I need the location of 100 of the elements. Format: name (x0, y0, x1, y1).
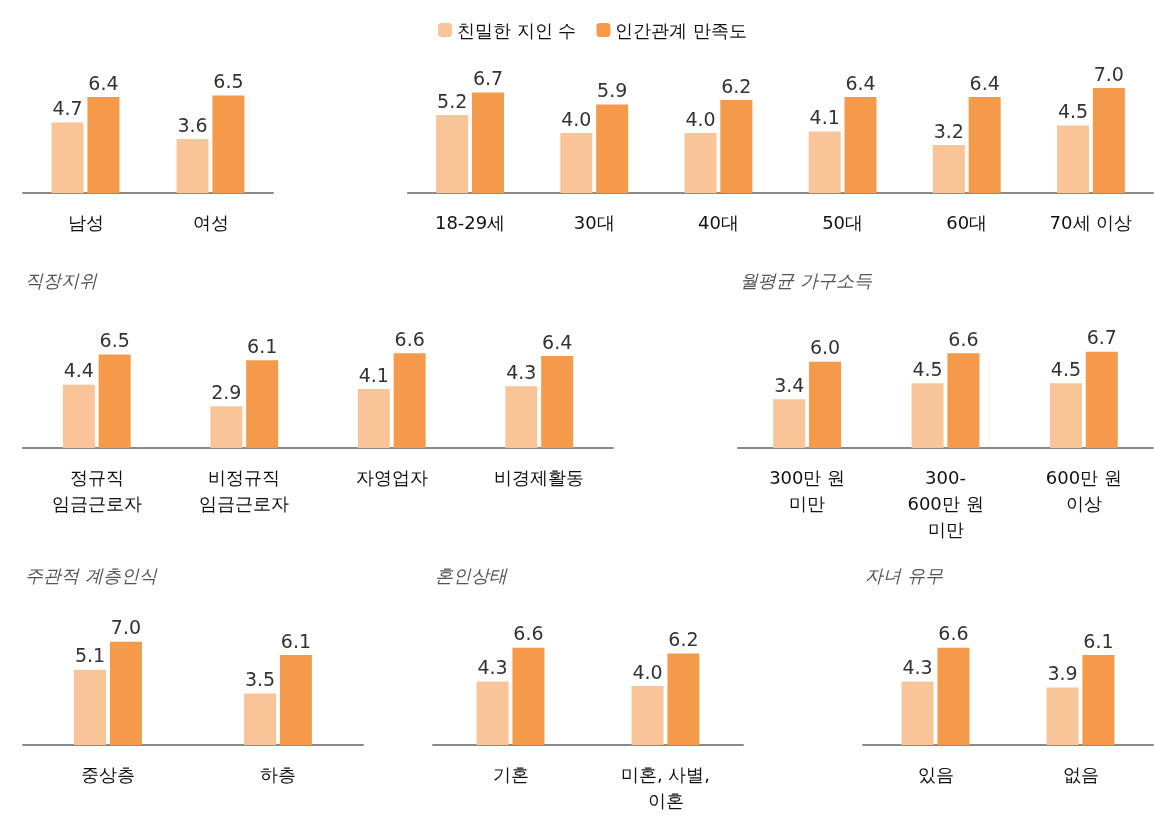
bar (472, 92, 504, 193)
x-tick-label: 있음 (917, 763, 954, 785)
bar (968, 97, 1001, 193)
data-label: 6.2 (721, 74, 752, 97)
data-label: 6.7 (472, 67, 504, 89)
bar (87, 97, 120, 193)
data-label: 6.6 (513, 622, 544, 645)
bar (109, 641, 142, 745)
data-label: 6.5 (213, 70, 244, 92)
bar (1046, 687, 1079, 745)
data-label: 4.1 (809, 106, 840, 128)
data-label: 6.6 (938, 622, 969, 645)
data-label: 6.6 (948, 327, 979, 350)
data-label: 6.1 (280, 629, 312, 652)
data-label: 6.1 (247, 334, 278, 357)
x-tick-label: 30대 (573, 211, 615, 233)
bar (512, 647, 545, 745)
bar (631, 686, 664, 745)
x-tick-label: 정규직 임금근로자 (51, 466, 142, 514)
x-tick-label: 기혼 (492, 763, 529, 785)
data-label: 6.1 (1083, 629, 1114, 652)
bar (1049, 383, 1082, 448)
bar (51, 122, 84, 193)
bar (1082, 655, 1115, 745)
data-label: 4.3 (902, 656, 933, 679)
bar (947, 353, 980, 448)
x-tick-label: 자영업자 (355, 466, 428, 488)
data-label: 6.6 (394, 327, 425, 350)
bar (1092, 88, 1125, 193)
data-label: 4.0 (685, 107, 716, 130)
x-tick-label: 300- 600만 원 미만 (907, 466, 984, 540)
bar (667, 653, 700, 745)
x-tick-label: 600만 원 이상 (1045, 466, 1122, 514)
data-label: 3.5 (244, 667, 276, 690)
x-tick-label: 70세 이상 (1049, 211, 1133, 233)
bar (212, 95, 245, 193)
data-label: 4.5 (1057, 100, 1089, 122)
bar (246, 360, 279, 448)
bar (844, 97, 877, 193)
legend-label: 친밀한 지인 수 (457, 19, 577, 41)
data-label: 3.2 (933, 119, 964, 142)
bar (357, 389, 390, 448)
x-tick-label: 60대 (946, 211, 988, 233)
data-label: 6.4 (845, 71, 876, 94)
data-label: 7.0 (1093, 62, 1124, 85)
x-tick-label: 300만 원 미만 (769, 466, 846, 514)
bar (505, 386, 538, 448)
data-label: 6.4 (542, 330, 573, 353)
data-label: 4.3 (506, 360, 537, 383)
data-label: 2.9 (211, 380, 242, 403)
data-label: 5.1 (74, 644, 106, 667)
bar (773, 399, 806, 448)
x-tick-label: 중상층 (81, 763, 135, 785)
bar (911, 383, 944, 448)
bar (541, 356, 574, 448)
chart-title: 직장지위 (25, 269, 98, 291)
data-label: 3.6 (177, 113, 208, 136)
data-label: 6.7 (1086, 326, 1117, 349)
bar (436, 115, 469, 193)
x-tick-label: 40대 (697, 211, 739, 233)
x-tick-label: 50대 (822, 211, 864, 233)
bar (808, 131, 841, 193)
data-label: 4.1 (358, 363, 389, 386)
x-tick-label: 비경제활동 (494, 466, 585, 488)
bar (62, 384, 95, 448)
bar (210, 406, 243, 448)
x-tick-label: 없음 (1062, 763, 1099, 785)
chart-title: 주관적 계층인식 (25, 564, 158, 586)
data-label: 3.4 (774, 373, 805, 396)
bar (684, 133, 717, 193)
bar (279, 655, 312, 745)
chart-title: 월평균 가구소득 (740, 269, 873, 291)
data-label: 4.7 (52, 97, 83, 119)
x-tick-label: 비정규직 임금근로자 (199, 466, 290, 514)
bar (596, 104, 629, 193)
data-label: 5.9 (597, 79, 628, 101)
x-tick-label: 미혼, 사별, 이혼 (620, 763, 711, 811)
data-label: 6.5 (99, 329, 130, 352)
bar (937, 647, 970, 745)
data-label: 4.5 (912, 357, 943, 380)
bar (176, 139, 209, 193)
bar (901, 681, 934, 745)
data-label: 4.4 (63, 359, 94, 382)
bar (932, 145, 965, 193)
bar (809, 361, 842, 448)
data-label: 6.0 (809, 336, 841, 359)
data-label: 4.5 (1050, 357, 1082, 380)
data-label: 6.4 (969, 71, 1000, 94)
data-label: 6.2 (668, 628, 699, 651)
bar (244, 693, 277, 745)
bar (1085, 351, 1118, 448)
data-label: 3.9 (1047, 661, 1078, 684)
data-label: 6.4 (88, 71, 119, 94)
x-tick-label: 여성 (192, 211, 229, 233)
data-label: 4.0 (632, 660, 663, 683)
data-label: 4.3 (477, 656, 508, 679)
x-tick-label: 18-29세 (434, 211, 506, 233)
data-label: 7.0 (110, 616, 142, 639)
chart-title: 혼인상태 (435, 564, 508, 586)
legend-label: 인간관계 만족도 (615, 19, 748, 41)
